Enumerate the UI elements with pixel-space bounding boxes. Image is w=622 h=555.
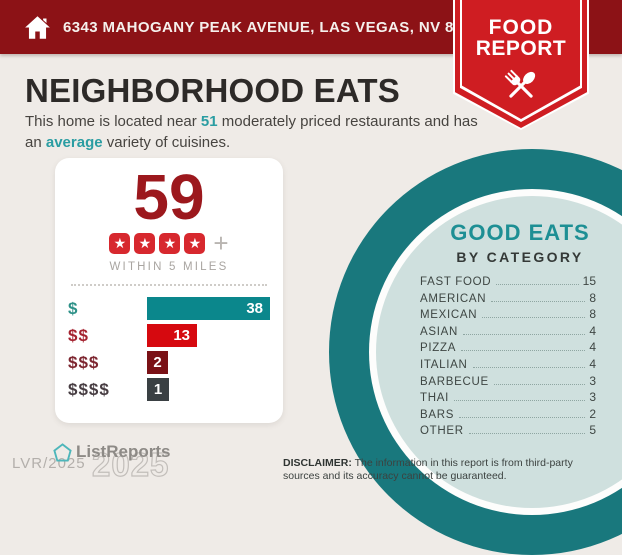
- category-label: BARS: [420, 408, 455, 421]
- restaurant-score: 59: [133, 161, 205, 233]
- category-count: 4: [589, 356, 596, 371]
- page-title: NEIGHBORHOOD EATS: [25, 72, 400, 109]
- category-row: BARS 2: [420, 407, 596, 424]
- price-tier-bar: 1: [147, 378, 169, 402]
- category-count: 4: [589, 340, 596, 355]
- star-icon: ★: [134, 233, 156, 255]
- price-tier-bar: 13: [147, 324, 197, 348]
- restaurant-count: 51: [200, 113, 218, 130]
- category-row: ASIAN 4: [420, 324, 596, 341]
- dotted-leader: [493, 383, 586, 385]
- category-count: 4: [589, 323, 596, 338]
- category-count: 5: [589, 423, 596, 438]
- food-report-badge: FOOD REPORT: [453, 0, 589, 130]
- home-icon: [25, 15, 50, 39]
- watermark-large: 2025: [91, 445, 170, 483]
- price-tier-label: $$$: [68, 352, 100, 372]
- category-label: AMERICAN: [420, 292, 487, 305]
- category-count: 3: [589, 373, 596, 388]
- price-tier-row: $$ 13: [68, 322, 283, 349]
- category-count: 8: [589, 307, 596, 322]
- price-tier-row: $38: [68, 295, 283, 322]
- star-icon: ★: [109, 233, 131, 255]
- intro-part3: variety of cuisines.: [102, 133, 231, 151]
- radius-label: WITHIN 5 MILES: [109, 261, 229, 274]
- category-row: AMERICAN 8: [420, 291, 596, 308]
- category-row: THAI 3: [420, 390, 596, 407]
- category-label: MEXICAN: [420, 309, 478, 322]
- dotted-divider: [71, 284, 267, 287]
- category-label: ITALIAN: [420, 358, 468, 371]
- dotted-leader: [461, 350, 586, 352]
- score-card: 59 ★ ★ ★ ★ + WITHIN 5 MILES $38 $$ 13 $$$ 2 $$$$ 1: [55, 158, 283, 423]
- dotted-leader: [454, 400, 586, 402]
- listreports-logo-text: ListReports: [76, 442, 171, 461]
- dotted-leader: [472, 366, 586, 368]
- category-row: BARBECUE 3: [420, 374, 596, 391]
- star-rating: ★ ★ ★ ★ +: [55, 228, 283, 259]
- listreports-house-icon: [53, 442, 72, 462]
- intro-part2: moderately priced restaurants and has an: [25, 113, 478, 151]
- star-icon: ★: [159, 233, 181, 255]
- good-eats-title: GOOD EATS: [450, 220, 590, 245]
- category-row: PIZZA 4: [420, 340, 596, 357]
- category-count: 15: [582, 274, 596, 288]
- category-label: ASIAN: [420, 325, 459, 338]
- category-row: OTHER 5: [420, 423, 596, 440]
- category-label: PIZZA: [420, 342, 457, 355]
- price-tier-bar: 2: [147, 351, 168, 375]
- price-tier-row: $$$ 2: [68, 349, 283, 376]
- plus-sign: +: [213, 228, 229, 259]
- category-count: 2: [589, 406, 596, 421]
- disclaimer: DISCLAIMER: The information in this repo…: [283, 457, 611, 484]
- property-address: 6343 MAHOGANY PEAK AVENUE, LAS VEGAS, NV…: [63, 18, 488, 36]
- price-bars: $38 $$ 13 $$$ 2 $$$$ 1: [55, 295, 283, 403]
- good-eats-subtitle: BY CATEGORY: [456, 249, 584, 265]
- price-tier-label: $$: [68, 325, 89, 345]
- category-count: 8: [589, 290, 596, 305]
- category-label: OTHER: [420, 425, 464, 438]
- good-eats-section: GOOD EATS BY CATEGORY FAST FOOD 15 AMERICA…: [420, 220, 620, 440]
- listreports-logo: ListReports: [53, 442, 170, 462]
- dotted-leader: [491, 300, 586, 302]
- category-row: ITALIAN 4: [420, 357, 596, 374]
- category-row: MEXICAN 8: [420, 307, 596, 324]
- price-tier-bar: 38: [147, 297, 270, 321]
- price-tier-row: $$$$ 1: [68, 376, 283, 403]
- decorative-circle-inner: [376, 196, 622, 508]
- price-tier-label: $$$$: [68, 379, 110, 399]
- category-list: FAST FOOD 15 AMERICAN 8 MEXICAN 8 ASIAN 4 PIZZA 4…: [420, 274, 596, 440]
- category-label: BARBECUE: [420, 375, 489, 388]
- intro-text: This home is located near 51 moderately …: [25, 112, 480, 153]
- intro-part1: This home is located near: [25, 113, 201, 130]
- dotted-leader: [482, 317, 586, 319]
- dotted-leader: [463, 333, 586, 335]
- category-label: THAI: [420, 392, 449, 405]
- disclaimer-text: The information in this report is from t…: [283, 456, 573, 483]
- category-row: FAST FOOD 15: [420, 274, 596, 291]
- price-tier-label: $: [68, 298, 79, 318]
- dotted-leader: [459, 416, 586, 418]
- category-label: FAST FOOD: [420, 276, 492, 288]
- star-icon: ★: [184, 233, 206, 255]
- category-count: 3: [589, 390, 596, 405]
- badge-title-line1: FOOD: [488, 16, 554, 39]
- badge-title-line2: REPORT: [475, 37, 567, 60]
- dotted-leader: [468, 433, 586, 435]
- variety-highlight: average: [45, 133, 103, 151]
- dotted-leader: [496, 284, 579, 285]
- disclaimer-label: DISCLAIMER:: [283, 456, 352, 469]
- fork-spoon-icon: [504, 69, 536, 98]
